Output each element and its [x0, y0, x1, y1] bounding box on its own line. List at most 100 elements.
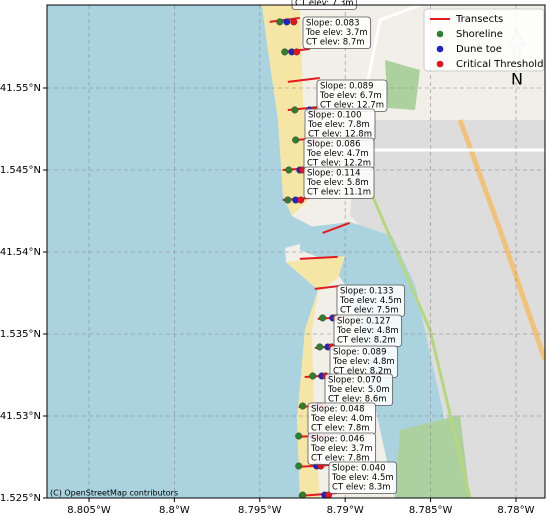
point	[292, 136, 300, 144]
annotation-text: CT elev: 7.8m	[311, 454, 370, 464]
annotation-text: CT elev: 8.2m	[333, 367, 392, 377]
x-tick-label: 8.78°W	[497, 505, 534, 516]
annotation-box	[303, 166, 375, 199]
park	[385, 60, 420, 110]
point	[316, 343, 324, 351]
point	[290, 18, 298, 26]
annotation-text: CT elev: 12.2m	[307, 159, 371, 169]
point	[281, 48, 289, 56]
y-tick-label: 41.55°N	[0, 83, 41, 94]
annotation-text: Toe elev: 4.0m	[310, 414, 373, 424]
point	[276, 18, 284, 26]
point	[293, 48, 301, 56]
legend-label: Critical Threshold	[456, 59, 543, 70]
annotation-text: Slope: 0.086	[307, 140, 360, 150]
legend-label: Dune toe	[456, 44, 502, 55]
attribution: (C) OpenStreetMap contributors	[50, 489, 178, 498]
annotation-text: CT elev: 8.3m	[332, 483, 391, 493]
transect	[299, 255, 338, 260]
x-tick-label: 8.795°W	[238, 505, 282, 516]
annotation-text: Toe elev: 4.7m	[306, 149, 369, 159]
legend-box	[423, 8, 545, 72]
annotation-text: Toe elev: 4.8m	[332, 357, 395, 367]
annotation-text: CT elev: 7.5m	[340, 306, 399, 316]
y-tick-label: 41.545°N	[0, 165, 41, 176]
annotation-text: Slope: 0.089	[333, 348, 386, 358]
annotation-text: Slope: 0.127	[337, 317, 390, 327]
annotation-text: CT elev: 12.7m	[320, 101, 384, 111]
annotation-text: Toe elev: 7.8m	[307, 120, 370, 130]
y-tick-label: 41.53°N	[0, 411, 41, 422]
annotation-text: Toe elev: 3.7m	[310, 444, 373, 454]
point	[283, 18, 291, 26]
legend: Transects Shoreline Dune toe Critical Thres…	[423, 8, 545, 72]
annotation-text: Slope: 0.089	[320, 82, 373, 92]
annotation-text: CT elev: 8.7m	[306, 38, 365, 48]
basemap	[47, 5, 545, 498]
x-tick-label: 8.785°W	[409, 505, 453, 516]
point	[291, 106, 299, 114]
point	[285, 166, 293, 174]
north-label: N	[511, 70, 523, 89]
annotation-text: Slope: 0.133	[340, 287, 393, 297]
annotation-text: Toe elev: 5.8m	[306, 178, 369, 188]
point	[299, 402, 307, 410]
main-road	[457, 119, 545, 361]
annotation-text: Toe elev: 4.5m	[331, 473, 394, 483]
annotation-text: CT elev: 8.6m	[328, 395, 387, 405]
road	[368, 189, 472, 498]
annotation-text: Slope: 0.083	[306, 19, 359, 29]
point	[309, 372, 317, 380]
annotation-text: Toe elev: 4.8m	[336, 326, 399, 336]
annotation-text: Slope: 0.070	[328, 376, 381, 386]
annotation-text: CT elev: 8.2m	[337, 336, 396, 346]
legend-label: Shoreline	[456, 29, 503, 40]
beach-north	[262, 5, 308, 216]
x-tick-label: 8.8°W	[159, 505, 190, 516]
legend-marker	[436, 45, 444, 53]
y-tick-label: 41.54°N	[0, 247, 41, 258]
annotation-text: CT elev: 12.8m	[308, 130, 372, 140]
annotation-text: Toe elev: 3.7m	[305, 28, 368, 38]
annotation-box	[302, 16, 372, 49]
annotation-text: CT elev: 11.1m	[307, 188, 371, 198]
annotation-text: Slope: 0.048	[311, 405, 364, 415]
annotation-text: Slope: 0.100	[308, 111, 361, 121]
transect	[314, 284, 340, 290]
legend-label: Transects	[455, 14, 503, 25]
annotation-text: Slope: 0.046	[311, 435, 364, 445]
transect	[287, 76, 320, 83]
annotation-text: Slope: 0.114	[307, 169, 360, 179]
annotation-text: Toe elev: 6.7m	[319, 91, 382, 101]
annotation-text: CT elev: 7.3m	[295, 0, 354, 9]
transect	[322, 222, 350, 234]
park	[395, 415, 470, 498]
legend-marker	[436, 30, 444, 38]
point	[284, 196, 292, 204]
y-tick-label: 41.535°N	[0, 329, 41, 340]
point	[319, 314, 327, 322]
x-tick-label: 8.79°W	[327, 505, 364, 516]
annotation-text: Toe elev: 4.5m	[339, 296, 402, 306]
legend-marker	[436, 60, 444, 68]
annotation-text: Slope: 0.040	[332, 464, 385, 474]
annotation-text: CT elev: 7.8m	[311, 424, 370, 434]
point	[295, 462, 303, 470]
point	[297, 196, 305, 204]
point	[295, 432, 303, 440]
annotation-box	[328, 461, 398, 494]
y-tick-label: 41.525°N	[0, 493, 41, 504]
